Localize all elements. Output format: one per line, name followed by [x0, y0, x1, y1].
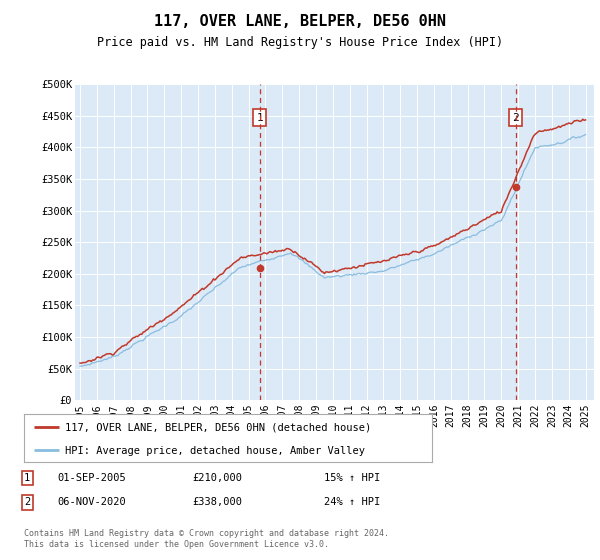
Text: Contains HM Land Registry data © Crown copyright and database right 2024.
This d: Contains HM Land Registry data © Crown c…	[24, 529, 389, 549]
Text: Price paid vs. HM Land Registry's House Price Index (HPI): Price paid vs. HM Land Registry's House …	[97, 36, 503, 49]
Text: 01-SEP-2005: 01-SEP-2005	[57, 473, 126, 483]
Text: £210,000: £210,000	[192, 473, 242, 483]
Text: 15% ↑ HPI: 15% ↑ HPI	[324, 473, 380, 483]
Text: 24% ↑ HPI: 24% ↑ HPI	[324, 497, 380, 507]
Text: 117, OVER LANE, BELPER, DE56 0HN (detached house): 117, OVER LANE, BELPER, DE56 0HN (detach…	[65, 423, 371, 433]
Text: 1: 1	[256, 113, 263, 123]
Text: 117, OVER LANE, BELPER, DE56 0HN: 117, OVER LANE, BELPER, DE56 0HN	[154, 14, 446, 29]
Text: 2: 2	[24, 497, 30, 507]
Text: 06-NOV-2020: 06-NOV-2020	[57, 497, 126, 507]
Text: 1: 1	[24, 473, 30, 483]
Text: HPI: Average price, detached house, Amber Valley: HPI: Average price, detached house, Ambe…	[65, 446, 365, 456]
Text: £338,000: £338,000	[192, 497, 242, 507]
Text: 2: 2	[512, 113, 519, 123]
